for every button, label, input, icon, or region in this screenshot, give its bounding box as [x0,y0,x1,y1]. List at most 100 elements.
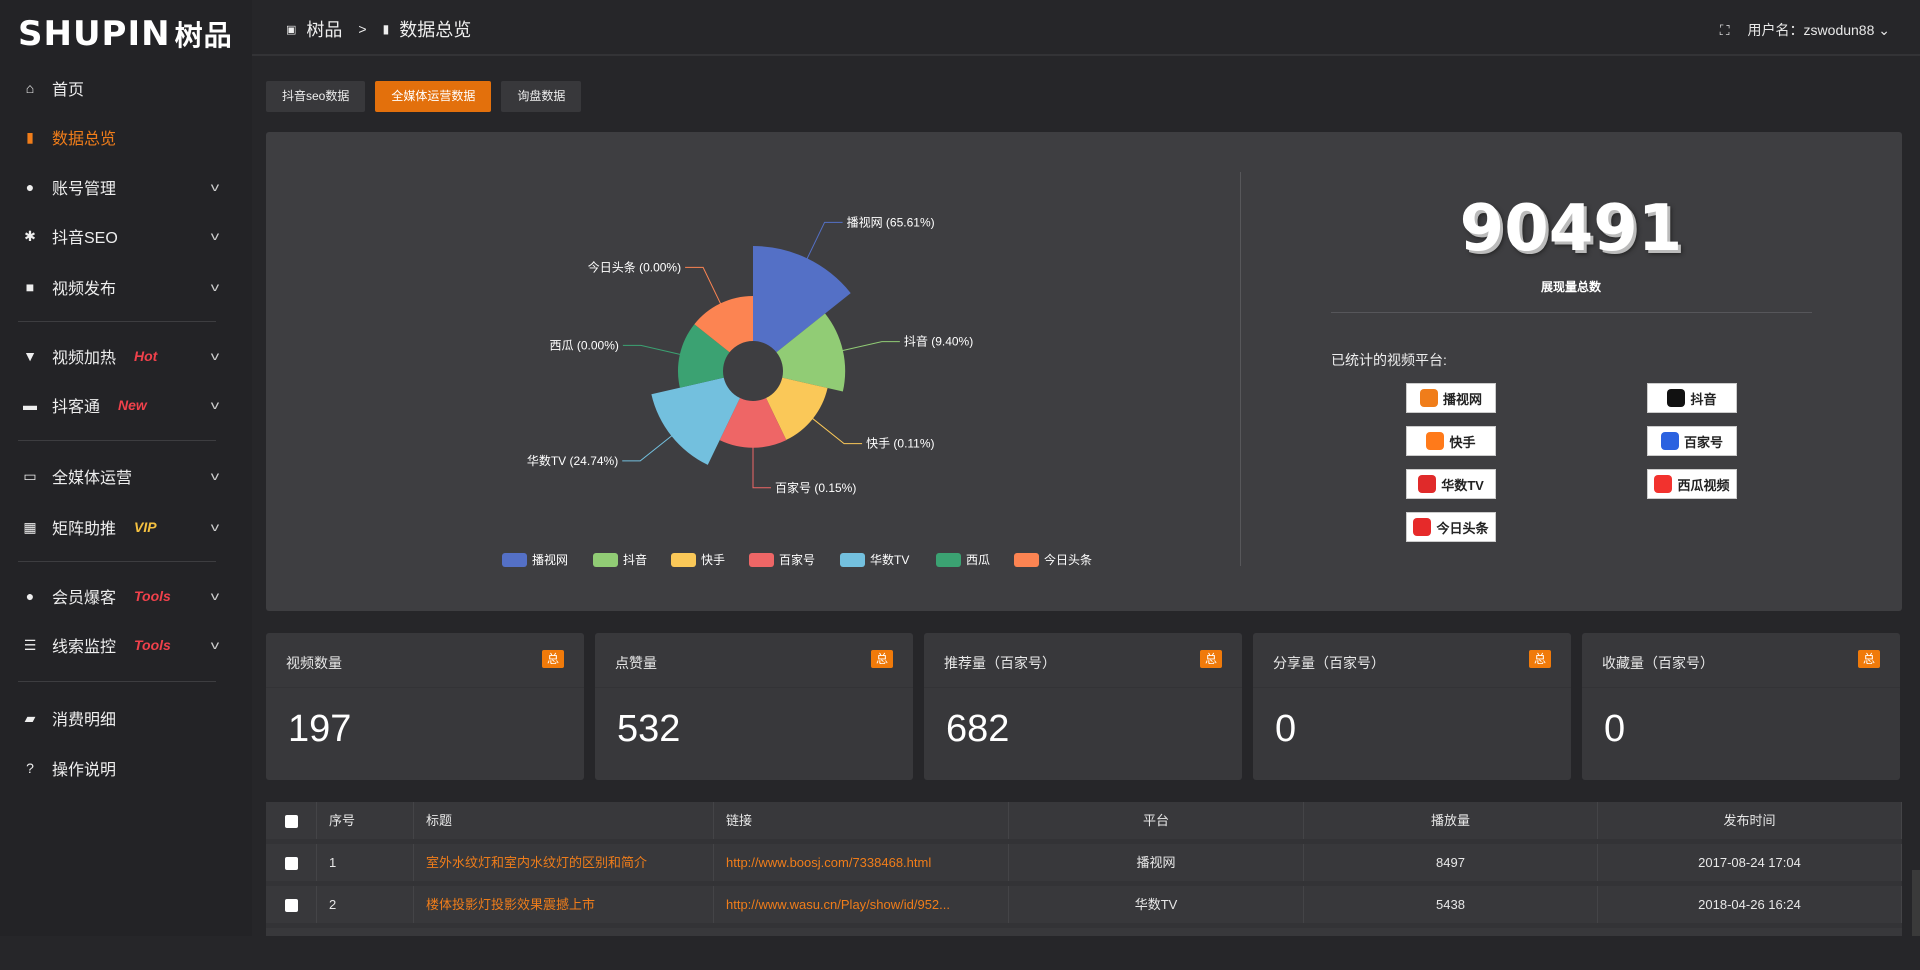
platform-logo: 西瓜视频 [1647,469,1737,499]
pie-slice[interactable] [651,377,740,465]
sidebar-item-7[interactable]: ▭ 全媒体运营 v [0,456,252,496]
total-badge: 总 [542,650,564,668]
divider [1240,172,1241,566]
legend-label[interactable]: 播视网 [532,552,568,567]
camera-icon: ■ [25,279,35,295]
total-impressions-label: 展现量总数 [1540,280,1601,294]
table-cell[interactable]: 室外水纹灯和室内水纹灯的区别和简介 [414,844,714,881]
tab-inquiry[interactable]: 询盘数据 [501,81,582,112]
chat-icon: ▬ [23,397,37,413]
legend-swatch[interactable] [671,553,696,567]
chevron-down-icon: v [210,398,220,412]
row-checkbox[interactable] [284,815,298,829]
column-header: 标题 [414,802,714,839]
sidebar-item-11[interactable]: ▰ 消费明细 [0,698,252,738]
column-header: 播放量 [1304,802,1598,839]
sidebar-item-10[interactable]: ☰ 线索监控 Tools v [0,625,252,665]
sidebar-item-2[interactable]: ● 账号管理 v [0,167,252,207]
legend-swatch[interactable] [936,553,961,567]
legend-swatch[interactable] [1014,553,1039,567]
legend-swatch[interactable] [502,553,527,567]
stat-card: 推荐量（百家号） 总 682 [924,633,1242,780]
sidebar-divider [18,440,216,441]
breadcrumb: ▣ 树品 > ▮ 数据总览 [286,16,471,42]
sidebar-tag: Hot [134,348,158,364]
stat-title: 分享量（百家号） [1273,655,1385,671]
stat-value: 0 [1604,708,1626,750]
sidebar-item-12[interactable]: ? 操作说明 [0,748,252,788]
overview-panel: 播视网 (65.61%) 抖音 (9.40%) 快手 (0.11%) 百家号 (0.1… [266,132,1902,611]
legend-label[interactable]: 西瓜 [966,553,990,567]
legend-label[interactable]: 抖音 [623,552,647,567]
pie-slice[interactable] [678,324,730,388]
table-row [266,928,1902,970]
column-header: 发布时间 [1598,802,1902,839]
chevron-down-icon: v [210,349,220,363]
slice-label: 华数TV (24.74%) [527,453,618,468]
gear-icon: ✱ [24,227,36,244]
tab-douyin-seo[interactable]: 抖音seo数据 [266,81,366,112]
total-badge: 总 [1529,650,1551,668]
sidebar-item-8[interactable]: ▦ 矩阵助推 VIP v [0,507,252,547]
sidebar-item-4[interactable]: ■ 视频发布 v [0,267,252,307]
sidebar-item-label: 消费明细 [52,712,117,729]
row-checkbox[interactable] [284,857,298,871]
pie-slice[interactable] [766,377,828,440]
label-line [809,415,863,445]
user-menu[interactable]: 用户名：zswodun88 ⌄ [1747,22,1890,38]
chevron-down-icon: v [210,229,220,243]
sidebar-divider [18,561,216,562]
table-cell[interactable]: http://www.boosj.com/7338468.html [714,844,1009,881]
legend-swatch[interactable] [840,553,865,567]
table-row: 2 楼体投影灯投影效果震撼上市 http://www.wasu.cn/Play/sh… [266,886,1902,928]
sidebar-item-label: 数据总览 [52,131,117,148]
sidebar-item-9[interactable]: ● 会员爆客 Tools v [0,576,252,616]
fullscreen-icon[interactable]: ⛶ [1719,21,1730,38]
breadcrumb-home[interactable]: 树品 [306,20,343,40]
sidebar-tag: VIP [134,519,157,535]
scrollbar[interactable] [1912,870,1920,936]
legend-swatch[interactable] [593,553,618,567]
platform-logo: 百家号 [1647,426,1737,456]
stat-title: 推荐量（百家号） [944,655,1056,671]
platform-logo-mark [1667,389,1686,407]
breadcrumb-separator: > [358,21,367,37]
tab-all-media[interactable]: 全媒体运营数据 [375,81,492,112]
sidebar-item-6[interactable]: ▬ 抖客通 New v [0,385,252,425]
legend-label[interactable]: 百家号 [779,552,815,567]
platform-logo: 播视网 [1406,383,1496,413]
sidebar-item-5[interactable]: ▼ 视频加热 Hot v [0,336,252,376]
logo[interactable]: SHUPIN 树品 [18,14,233,54]
stat-title: 视频数量 [286,655,342,671]
legend-label[interactable]: 华数TV [870,552,909,567]
stat-card: 分享量（百家号） 总 0 [1253,633,1571,780]
row-checkbox[interactable] [284,899,298,913]
stat-card: 点赞量 总 532 [595,633,913,780]
table-cell: 8497 [1304,844,1598,881]
chevron-down-icon: v [210,520,220,534]
user-icon: ● [25,588,35,604]
sidebar-item-3[interactable]: ✱ 抖音SEO v [0,216,252,256]
pie-slice[interactable] [694,296,753,353]
table-cell: 5438 [1304,886,1598,923]
legend-swatch[interactable] [749,553,774,567]
sidebar-tag: New [118,397,147,413]
help-icon: ? [26,760,34,776]
legend-label[interactable]: 今日头条 [1044,552,1092,567]
pie-slice[interactable] [776,313,846,392]
pie-slice[interactable] [753,246,851,353]
table-cell[interactable]: http://www.wasu.cn/Play/show/id/952... [714,886,1009,923]
sidebar-item-label: 线索监控 [52,639,117,656]
sidebar-item-0[interactable]: ⌂ 首页 [0,68,252,108]
stat-value: 682 [946,708,1010,750]
platform-logo-mark [1413,518,1432,536]
table-cell[interactable]: 楼体投影灯投影效果震撼上市 [414,886,714,923]
total-badge: 总 [871,650,893,668]
legend-label[interactable]: 快手 [701,553,725,567]
slice-label: 西瓜 (0.00%) [550,338,619,352]
pie-slice[interactable] [719,398,787,448]
sidebar-item-1[interactable]: ▮ 数据总览 [0,117,252,157]
table-cell: 华数TV [1009,886,1304,923]
divider [1331,312,1812,313]
stat-value: 197 [288,708,352,750]
